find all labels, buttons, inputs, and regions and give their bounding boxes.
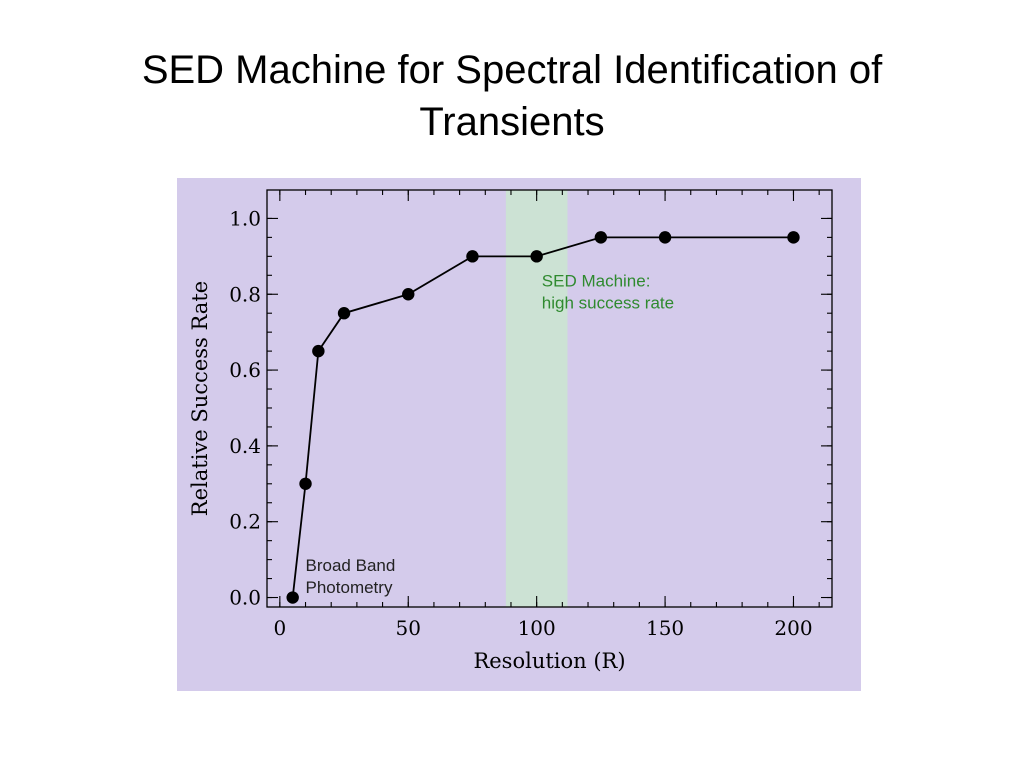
data-point <box>658 231 672 244</box>
y-axis-label: Relative Success Rate <box>188 281 212 516</box>
x-tick-label: 50 <box>396 616 421 640</box>
data-point <box>312 344 325 358</box>
y-tick-label: 0.0 <box>229 586 261 610</box>
x-tick-label: 0 <box>273 616 286 640</box>
y-tick-label: 1.0 <box>229 206 261 230</box>
annotations: SED Machine: high success rate Broad Band P… <box>306 272 675 597</box>
x-axis-label: Resolution (R) <box>473 649 625 673</box>
y-tick-label: 0.4 <box>229 434 261 458</box>
broad-band-annotation: Broad Band <box>306 556 396 575</box>
y-tick-label: 0.2 <box>229 510 261 534</box>
success-rate-chart: 0 50 100 150 200 0.0 0.2 0.4 0.6 0.8 1.0 SED Machi… <box>177 178 861 691</box>
slide-title-line-1: SED Machine for Spectral Identification … <box>141 48 883 92</box>
x-tick-label: 100 <box>518 616 556 640</box>
axis-ticks <box>267 190 832 607</box>
x-tick-label: 150 <box>646 616 684 640</box>
y-tick-label: 0.6 <box>229 358 261 382</box>
data-point <box>402 288 415 301</box>
tick-labels: 0 50 100 150 200 0.0 0.2 0.4 0.6 0.8 1.0 <box>229 206 812 640</box>
data-point <box>530 250 543 263</box>
data-point <box>787 231 800 244</box>
slide-title-line-2: Transients <box>419 100 605 144</box>
data-point <box>286 591 299 604</box>
slide-title: SED Machine for Spectral Identification … <box>60 44 964 148</box>
data-point <box>594 231 608 244</box>
x-tick-label: 200 <box>774 616 812 640</box>
data-point <box>299 477 312 490</box>
data-series <box>286 231 800 604</box>
plot-frame <box>266 189 833 608</box>
sed-machine-annotation: high success rate <box>542 294 674 313</box>
broad-band-annotation: Photometry <box>306 578 393 597</box>
chart-panel: 0 50 100 150 200 0.0 0.2 0.4 0.6 0.8 1.0 SED Machi… <box>177 178 861 691</box>
series-line <box>291 236 794 598</box>
sed-machine-annotation: SED Machine: <box>542 272 651 291</box>
data-point <box>466 250 479 263</box>
y-tick-label: 0.8 <box>229 282 261 306</box>
data-point <box>337 307 351 320</box>
